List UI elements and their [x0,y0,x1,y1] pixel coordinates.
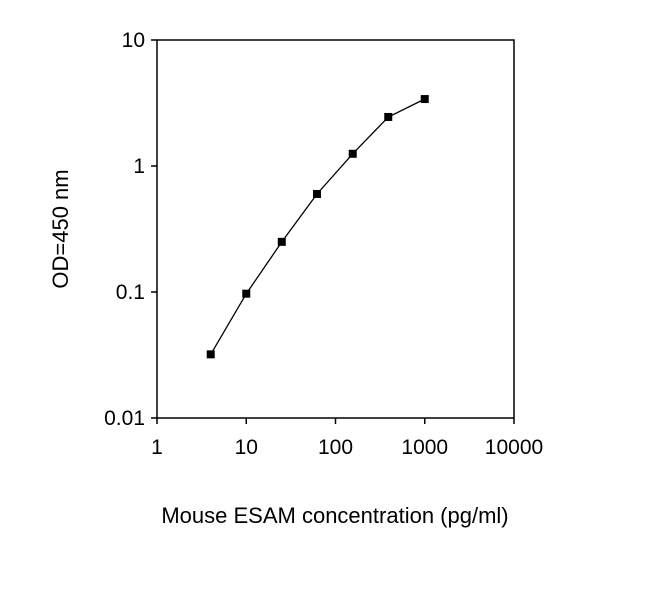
y-axis-ticks: 0.01 0.1 1 10 [104,29,157,430]
y-tick-label: 10 [122,29,145,52]
x-axis-title: Mouse ESAM concentration (pg/ml) [161,503,508,528]
x-tick-label: 1 [151,436,163,459]
y-tick-label: 0.01 [104,407,145,430]
data-point [242,289,251,298]
x-axis-ticks: 1 10 100 1000 10000 [151,418,543,459]
series-layer [206,95,429,359]
series-line [210,98,426,355]
data-point [277,237,286,246]
x-tick-label: 10000 [485,436,543,459]
x-tick-label: 1000 [401,436,448,459]
data-point [312,189,321,198]
y-tick-label: 1 [133,155,145,178]
x-tick-label: 100 [318,436,353,459]
y-tick-label: 0.1 [116,281,145,304]
data-point [384,112,393,121]
data-point [206,350,215,359]
data-point [420,95,429,104]
x-tick-label: 10 [235,436,258,459]
data-point [348,149,357,158]
plot-frame [156,39,515,419]
y-axis-title: OD=450 nm [48,169,73,288]
